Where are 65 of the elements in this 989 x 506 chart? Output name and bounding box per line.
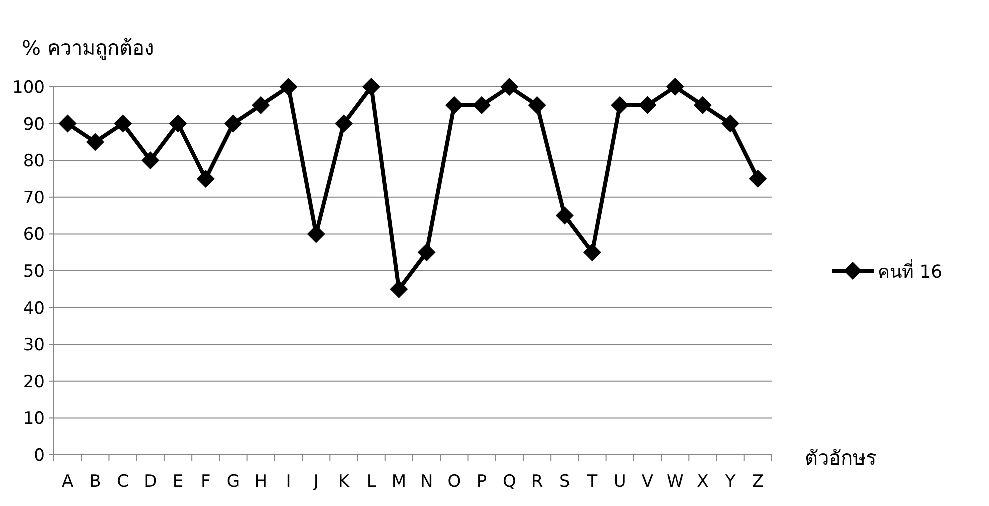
y-tick-label: 40: [23, 298, 45, 319]
x-tick-label: Y: [724, 472, 736, 492]
x-tick-label: A: [62, 472, 74, 492]
y-tick-label: 50: [23, 262, 45, 282]
x-tick-label: Z: [752, 472, 764, 492]
point: [196, 170, 215, 188]
point: [86, 133, 104, 152]
point: [418, 244, 436, 262]
point: [638, 96, 657, 114]
point: [500, 78, 519, 96]
y-tick-label: 90: [23, 114, 45, 135]
y-tick-label: 10: [23, 409, 45, 430]
point: [252, 96, 270, 114]
x-tick-label: G: [226, 472, 240, 492]
point: [556, 206, 574, 225]
point: [528, 96, 546, 114]
x-tick-label: X: [697, 472, 710, 492]
x-tick-label: L: [366, 472, 377, 492]
y-tick-label: 60: [23, 225, 45, 246]
point: [169, 114, 188, 133]
x-tick-label: F: [200, 472, 211, 492]
x-tick-label: U: [614, 472, 626, 492]
point: [473, 96, 492, 114]
x-tick-label: B: [90, 472, 102, 492]
point: [390, 280, 408, 298]
point: [362, 78, 381, 96]
x-tick-label: R: [531, 472, 544, 492]
x-tick-label: C: [117, 472, 129, 492]
point: [445, 96, 464, 114]
point: [224, 114, 242, 133]
x-tick-label: J: [312, 472, 319, 492]
x-tick-label: V: [642, 472, 654, 492]
x-tick-label: T: [586, 472, 598, 492]
y-tick-label: 70: [23, 188, 45, 208]
point: [749, 170, 768, 188]
point: [722, 114, 740, 133]
x-tick-label: Q: [502, 472, 516, 492]
x-tick-label: D: [144, 472, 158, 492]
legend-label: คนที่ 16: [878, 259, 943, 283]
x-axis-title: ตัวอักษร: [805, 446, 877, 470]
y-tick-label: 20: [23, 372, 45, 392]
x-tick-label: N: [420, 472, 434, 492]
y-tick-label: 100: [12, 78, 45, 98]
point: [280, 78, 298, 96]
y-tick-label: 30: [23, 336, 45, 356]
x-tick-label: W: [666, 472, 684, 492]
point: [584, 244, 602, 262]
point: [114, 114, 132, 133]
x-tick-label: K: [338, 472, 350, 492]
y-tick-label: 80: [23, 152, 45, 172]
x-tick-label: H: [254, 472, 268, 492]
x-tick-label: S: [559, 472, 570, 492]
point: [666, 78, 684, 96]
point: [58, 114, 77, 133]
point: [694, 96, 712, 114]
x-tick-label: I: [286, 472, 292, 492]
x-tick-label: O: [448, 472, 462, 492]
y-tick-label: 0: [34, 446, 45, 466]
y-axis-title: % ความถูกต้อง: [22, 36, 154, 61]
x-tick-label: E: [172, 472, 184, 492]
x-tick-label: P: [476, 472, 488, 492]
point: [334, 114, 353, 133]
point: [611, 96, 630, 114]
point: [142, 152, 160, 170]
x-tick-label: M: [392, 472, 407, 492]
